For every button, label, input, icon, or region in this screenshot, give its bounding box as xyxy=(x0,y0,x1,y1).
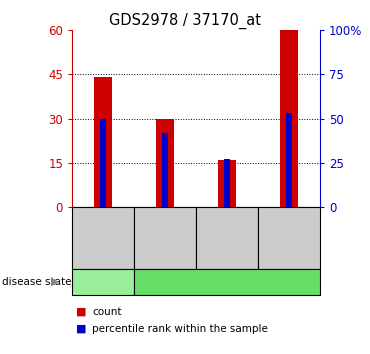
Bar xyxy=(162,133,168,207)
Bar xyxy=(280,30,298,207)
Text: percentile rank within the sample: percentile rank within the sample xyxy=(92,324,268,333)
Text: GSM136149: GSM136149 xyxy=(284,208,294,268)
Bar xyxy=(94,77,112,207)
Text: control: control xyxy=(85,277,121,287)
Text: count: count xyxy=(92,307,122,317)
Text: disease state: disease state xyxy=(2,277,71,287)
Text: multiple sclerosis: multiple sclerosis xyxy=(181,277,273,287)
Text: ■: ■ xyxy=(76,324,86,333)
Text: GDS2978 / 37170_at: GDS2978 / 37170_at xyxy=(109,12,261,29)
Bar xyxy=(100,119,106,207)
Text: GSM134953: GSM134953 xyxy=(160,208,170,268)
Bar xyxy=(218,160,236,207)
Text: ■: ■ xyxy=(76,307,86,317)
Text: GSM136147: GSM136147 xyxy=(222,208,232,268)
Bar xyxy=(224,159,230,207)
Bar xyxy=(157,119,174,207)
Text: ▶: ▶ xyxy=(51,277,60,287)
Text: GSM136140: GSM136140 xyxy=(98,208,108,268)
Bar xyxy=(286,113,292,207)
